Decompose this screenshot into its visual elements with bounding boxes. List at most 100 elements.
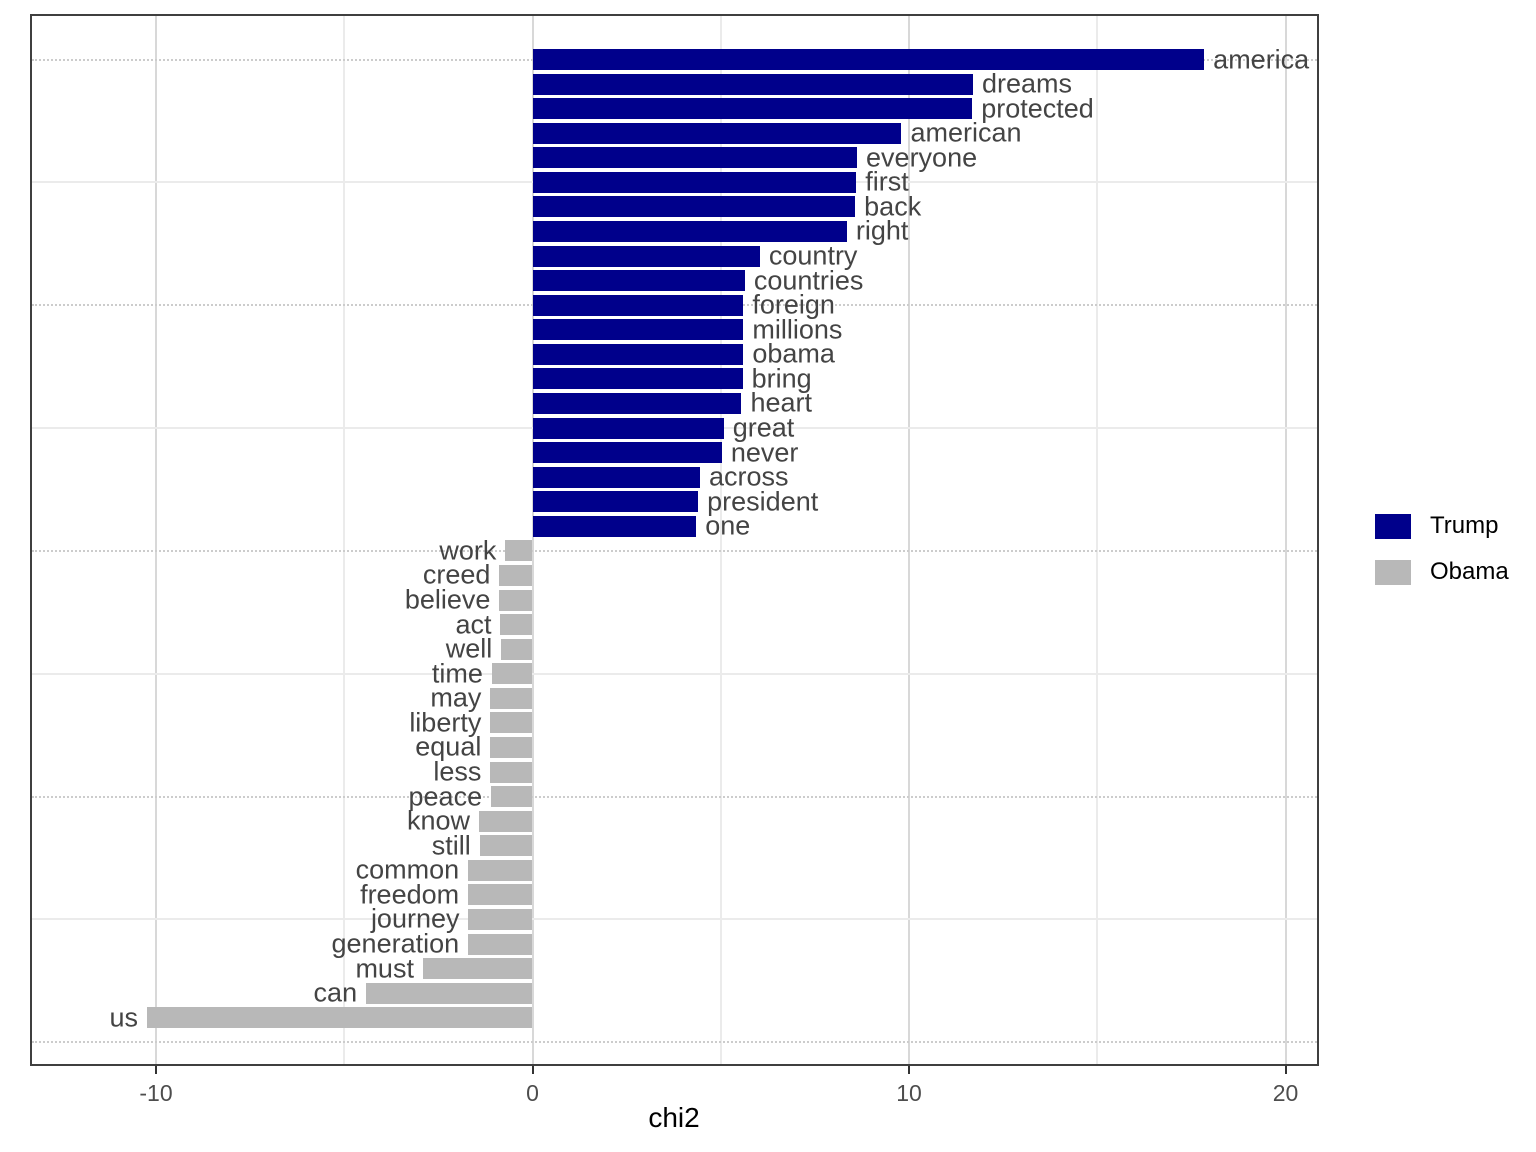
bar-back [532,196,856,218]
word-label-country: country [768,240,858,271]
y-major-gridline [32,1041,1317,1044]
bar-common [468,859,533,881]
bar-across [532,466,701,488]
plot-panel: america dreams protected american everyone fi… [30,14,1319,1066]
word-label-less: less [433,756,482,787]
x-minor-gridline [1096,16,1099,1064]
bar-bring [532,368,743,390]
bar-must [422,958,533,980]
bar-liberty [490,712,533,734]
legend-label-trump: Trump [1430,512,1499,539]
word-label-journey: journey [370,903,460,934]
bar-america [532,49,1205,70]
x-tick-label: 10 [896,1080,922,1106]
word-label-may: may [430,682,482,713]
word-label-back: back [864,191,922,222]
x-axis-tick [908,1066,910,1074]
bar-never [532,442,722,464]
x-tick-label: 0 [526,1080,539,1106]
word-label-liberty: liberty [409,707,482,738]
word-label-countries: countries [753,265,864,296]
bar-know [479,810,533,832]
bar-creed [499,564,533,586]
word-label-time: time [431,658,483,689]
word-label-equal: equal [415,731,482,762]
bar-one [532,515,697,537]
x-axis-title: chi2 [648,1102,700,1133]
bar-can [366,982,533,1004]
word-label-creed: creed [422,559,491,590]
word-label-right: right [855,215,909,246]
trump-color-swatch [1375,513,1411,539]
bar-equal [490,736,533,758]
x-axis-tick [1284,1066,1287,1074]
bar-obama [532,343,744,365]
bar-heart [532,392,742,414]
x-tick-label: 20 [1272,1080,1299,1106]
x-minor-gridline [719,16,722,1064]
word-label-act: act [455,609,492,640]
bar-protected [532,98,973,120]
bar-peace [491,786,533,808]
x-major-gridline [531,16,534,1064]
legend-item-obama: Obama [1375,549,1509,595]
word-label-protected: protected [981,93,1094,124]
bar-generation [468,933,533,955]
x-axis-tick [155,1066,157,1074]
bar-right [532,220,847,242]
bar-millions [532,319,744,341]
x-major-gridline [908,16,910,1064]
word-label-must: must [355,953,414,984]
word-label-heart: heart [750,387,812,418]
word-label-everyone: everyone [866,142,978,173]
word-label-peace: peace [408,781,483,812]
word-label-millions: millions [752,314,843,345]
word-label-obama: obama [752,338,835,369]
x-major-gridline [155,16,157,1064]
obama-color-swatch [1375,559,1411,585]
word-label-still: still [431,830,471,861]
bar-dreams [532,73,973,95]
bar-time [491,663,533,685]
y-minor-gridline [32,918,1317,921]
bar-first [532,171,857,193]
bar-believe [499,589,533,611]
x-major-gridline [1284,16,1287,1064]
word-label-believe: believe [404,584,491,615]
y-major-gridline [32,549,1317,552]
bar-work [505,540,533,562]
y-major-gridline [32,795,1317,798]
word-label-know: know [407,805,471,836]
word-label-american: american [910,117,1022,148]
bar-foreign [532,294,744,316]
bar-still [479,835,533,857]
legend-label-obama: Obama [1430,558,1509,585]
word-label-common: common [355,854,460,885]
x-minor-gridline [343,16,346,1064]
word-label-freedom: freedom [360,879,460,910]
word-label-america: america [1213,44,1310,74]
bar-us [146,1007,533,1029]
bar-well [501,638,533,660]
bar-president [532,491,699,513]
word-label-foreign: foreign [752,289,835,320]
word-label-bring: bring [751,363,812,394]
word-label-across: across [709,461,789,492]
bar-countries [532,270,745,292]
bar-less [490,761,533,783]
word-label-work: work [439,535,497,566]
bar-freedom [468,884,533,906]
word-label-well: well [445,633,493,664]
word-label-president: president [707,486,819,517]
bar-act [500,614,533,636]
bar-journey [468,908,533,930]
y-minor-gridline [32,672,1317,675]
bar-great [532,417,724,439]
bar-everyone [532,147,858,169]
word-label-us: us [109,1002,138,1033]
word-label-dreams: dreams [982,68,1073,99]
bar-country [532,245,760,267]
word-label-one: one [705,510,751,541]
legend: Trump Obama [1375,503,1509,595]
